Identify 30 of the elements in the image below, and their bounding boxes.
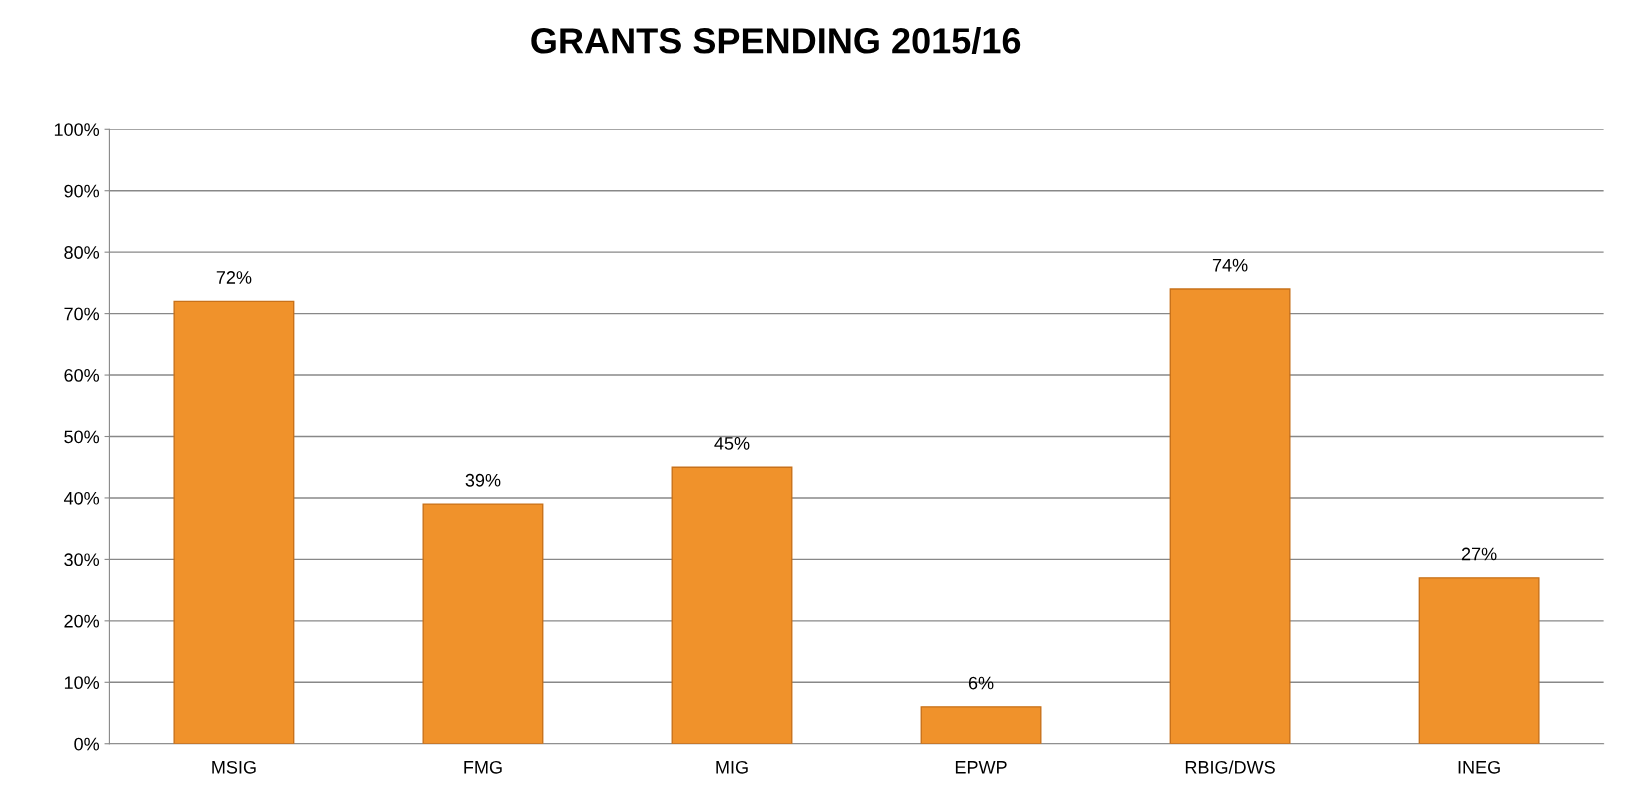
bar [671,466,793,744]
y-tick-label: 20% [64,614,100,628]
x-tick-label: FMG [464,760,502,774]
x-tick-label: MSIG [212,760,256,774]
y-tick-label: 100% [54,123,100,136]
y-tick-label: 40% [63,491,100,505]
data-label: 39% [465,473,501,487]
y-tick-label: 90% [64,184,100,198]
bar [1169,288,1291,744]
bar [422,503,544,744]
bar [920,706,1042,744]
chart-title: GRANTS SPENDING 2015/16 [531,27,1021,54]
y-tick-label: 80% [64,246,100,259]
data-label: 27% [1461,547,1497,561]
y-tick-label: 0% [74,737,100,751]
bar [1418,577,1540,744]
x-tick-label: RBIG/DWS [1185,760,1275,774]
data-label: 6% [968,676,994,690]
data-label: 72% [216,271,252,284]
bar [173,300,295,744]
y-tick-label: 10% [64,676,100,690]
y-tick-label: 50% [64,430,100,444]
x-tick-label: INEG [1458,760,1500,774]
x-tick-label: EPWP [955,761,1007,774]
y-tick-label: 70% [64,307,100,321]
data-label: 45% [714,437,750,450]
data-label: 74% [1212,258,1248,272]
y-tick-label: 30% [64,553,100,567]
y-tick-label: 60% [64,368,100,382]
x-tick-label: MIG [716,760,748,774]
